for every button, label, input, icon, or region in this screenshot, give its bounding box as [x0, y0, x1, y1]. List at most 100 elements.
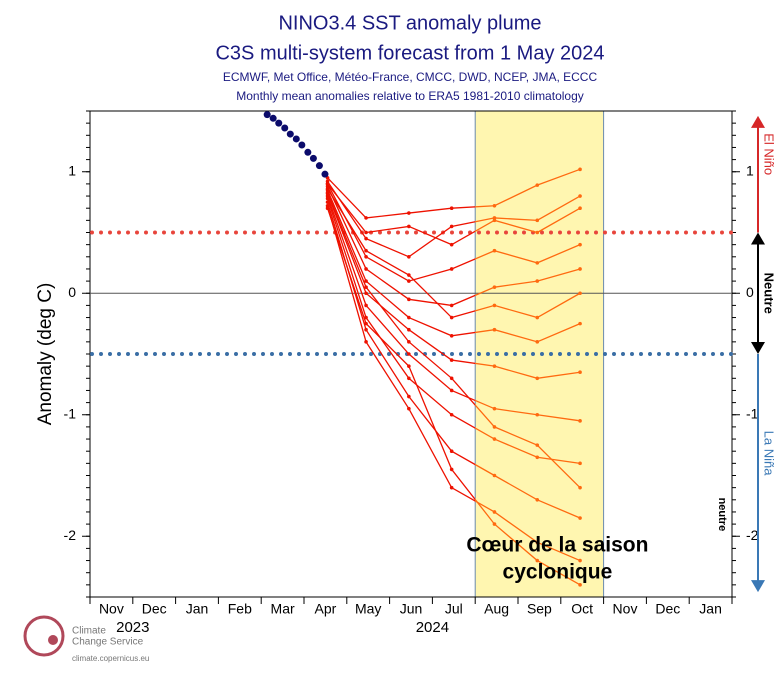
region-arrow-head	[751, 342, 765, 354]
forecast-point	[364, 267, 368, 271]
forecast-point	[449, 388, 454, 393]
forecast-point	[535, 443, 540, 447]
forecast-point	[325, 196, 330, 201]
y-tick-label: -1	[64, 405, 77, 421]
region-label: La Niña	[762, 431, 777, 477]
forecast-point	[578, 583, 582, 587]
forecast-point	[407, 297, 411, 302]
chart-title: NINO3.4 SST anomaly plume	[278, 12, 541, 34]
region-arrow-head	[751, 580, 765, 593]
highlight-label: cyclonique	[503, 561, 613, 584]
forecast-point	[325, 186, 330, 191]
logo: Climate Change Service climate.copernicu…	[23, 615, 149, 663]
forecast-point	[407, 211, 411, 215]
forecast-point	[449, 358, 454, 362]
x-tick-label: Jun	[400, 601, 423, 617]
forecast-point	[449, 242, 454, 247]
highlight-label: Cœur de la saison	[466, 534, 648, 557]
forecast-point	[492, 364, 497, 368]
forecast-point	[535, 558, 540, 563]
year-label: 2024	[416, 619, 449, 636]
y-tick-label: 0	[68, 284, 76, 300]
region-label: Neutre	[762, 273, 777, 314]
observed-point	[292, 135, 300, 143]
forecast-point	[578, 461, 582, 466]
forecast-point	[578, 267, 582, 271]
observed-point	[298, 141, 306, 149]
forecast-point	[578, 485, 582, 490]
forecast-point	[407, 327, 411, 332]
forecast-point	[535, 218, 540, 223]
x-tick-label: Dec	[655, 601, 680, 617]
forecast-point	[325, 182, 330, 186]
forecast-point	[578, 242, 582, 247]
logo-text: Change Service	[72, 637, 144, 648]
subtitle-line: Monthly mean anomalies relative to ERA5 …	[236, 89, 584, 103]
forecast-point	[364, 279, 368, 283]
forecast-point	[492, 303, 497, 308]
x-tick-label: Nov	[613, 601, 638, 617]
forecast-point	[364, 303, 368, 308]
forecast-point	[492, 203, 497, 208]
forecast-point	[364, 327, 368, 332]
forecast-point	[492, 425, 497, 429]
forecast-point	[492, 406, 497, 411]
observed-point	[275, 119, 283, 127]
forecast-point	[449, 449, 454, 454]
plot-frame	[89, 110, 733, 598]
chart-subtitle: C3S multi-system forecast from 1 May 202…	[215, 42, 604, 64]
forecast-point	[449, 485, 454, 490]
y2-tick-label: -1	[746, 405, 759, 421]
region-arrow-head	[751, 232, 765, 245]
x-tick-label: Aug	[484, 601, 509, 617]
observed-point	[281, 124, 289, 132]
forecast-point	[535, 376, 540, 381]
forecast-point	[535, 183, 540, 187]
forecast-point	[407, 394, 411, 399]
forecast-point	[325, 190, 330, 195]
forecast-point	[407, 273, 411, 277]
forecast-point	[492, 327, 497, 332]
forecast-point	[407, 406, 411, 411]
forecast-point	[325, 206, 330, 210]
forecast-point	[407, 340, 411, 344]
forecast-point	[535, 340, 540, 344]
forecast-point	[578, 321, 582, 326]
forecast-point	[364, 254, 368, 259]
forecast-point	[449, 467, 454, 472]
forecast-point	[364, 340, 368, 344]
forecast-point	[407, 254, 411, 259]
forecast-point	[492, 437, 497, 441]
forecast-point	[449, 412, 454, 417]
forecast-point	[407, 352, 411, 356]
forecast-point	[492, 248, 497, 253]
forecast-point	[492, 285, 497, 289]
forecast-point	[492, 510, 497, 514]
x-tick-label: Jul	[445, 601, 463, 617]
forecast-point	[535, 261, 540, 265]
logo-url: climate.copernicus.eu	[72, 654, 149, 663]
region-label: El Niño	[762, 133, 777, 175]
forecast-point	[535, 279, 540, 283]
x-tick-label: Jan	[699, 601, 722, 617]
observed-point	[263, 111, 271, 119]
logo-icon	[48, 635, 58, 645]
x-tick-label: May	[355, 601, 381, 617]
forecast-point	[492, 473, 497, 478]
forecast-point	[364, 216, 368, 220]
forecast-point	[407, 224, 411, 229]
forecast-point	[364, 315, 368, 320]
forecast-point	[449, 333, 454, 338]
plume	[263, 111, 582, 587]
observed-point	[309, 154, 317, 162]
forecast-point	[535, 315, 540, 320]
logo-icon	[23, 615, 65, 657]
x-tick-label: Oct	[571, 601, 593, 617]
x-tick-label: Feb	[228, 601, 252, 617]
forecast-point	[492, 218, 497, 223]
forecast-point	[578, 558, 582, 563]
x-tick-label: Nov	[99, 601, 124, 617]
region-arrow-head	[751, 115, 765, 128]
forecast-point	[407, 376, 411, 381]
